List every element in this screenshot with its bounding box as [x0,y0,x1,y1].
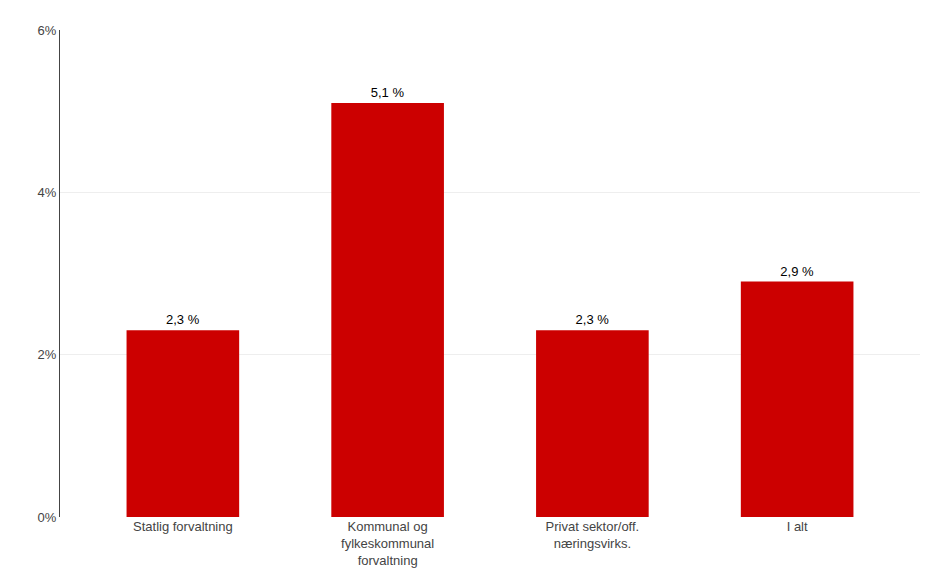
svg-text:Privat sektor/off.næringsvirks: Privat sektor/off.næringsvirks. [546,519,640,551]
svg-text:Kommunal ogfylkeskommunalforva: Kommunal ogfylkeskommunalforvaltning [341,519,434,568]
svg-text:4%: 4% [38,185,57,200]
svg-text:5,1 %: 5,1 % [371,85,405,100]
svg-text:I alt: I alt [787,519,808,534]
svg-text:6%: 6% [38,23,57,38]
svg-text:0%: 0% [38,510,57,525]
svg-text:2,9 %: 2,9 % [780,264,814,279]
svg-text:2,3 %: 2,3 % [576,312,610,327]
svg-text:Statlig forvaltning: Statlig forvaltning [133,519,233,534]
svg-text:2%: 2% [38,347,57,362]
svg-text:2,3 %: 2,3 % [166,312,200,327]
